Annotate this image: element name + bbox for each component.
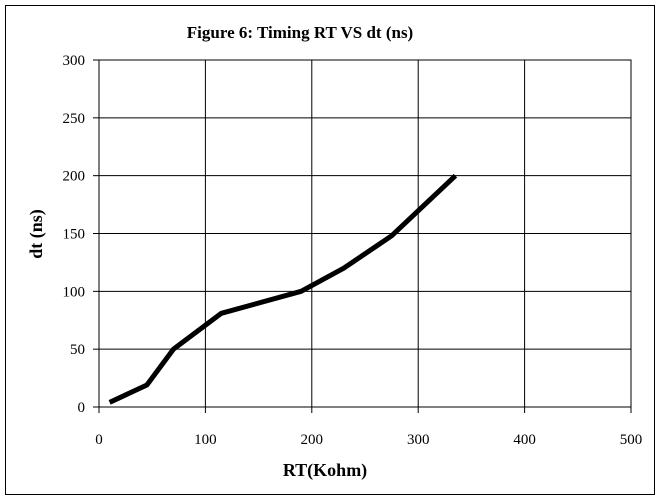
x-tick-label: 200 <box>301 432 324 448</box>
y-axis-label: dt (ns) <box>26 209 47 259</box>
y-tick-label: 100 <box>63 284 86 300</box>
x-tick-label: 500 <box>620 432 643 448</box>
x-tick-label: 0 <box>95 432 103 448</box>
x-axis-label: RT(Kohm) <box>283 460 367 481</box>
y-axis-ticks: 0 50 100 150 200 250 300 <box>63 53 99 416</box>
x-tick-label: 400 <box>513 432 536 448</box>
chart-title: Figure 6: Timing RT VS dt (ns) <box>187 23 413 42</box>
y-tick-label: 300 <box>63 53 86 69</box>
y-tick-label: 0 <box>78 400 86 416</box>
chart-frame <box>5 5 655 495</box>
grid <box>98 59 632 408</box>
series-line <box>108 173 458 405</box>
y-tick-label: 150 <box>63 227 86 243</box>
y-tick-label: 250 <box>63 111 86 127</box>
x-tick-label: 100 <box>194 432 217 448</box>
series-group <box>108 173 458 405</box>
x-axis-ticks: 0 100 200 300 400 500 <box>95 407 642 448</box>
x-tick-label: 300 <box>407 432 430 448</box>
y-tick-label: 200 <box>63 169 86 185</box>
y-tick-label: 50 <box>70 342 85 358</box>
